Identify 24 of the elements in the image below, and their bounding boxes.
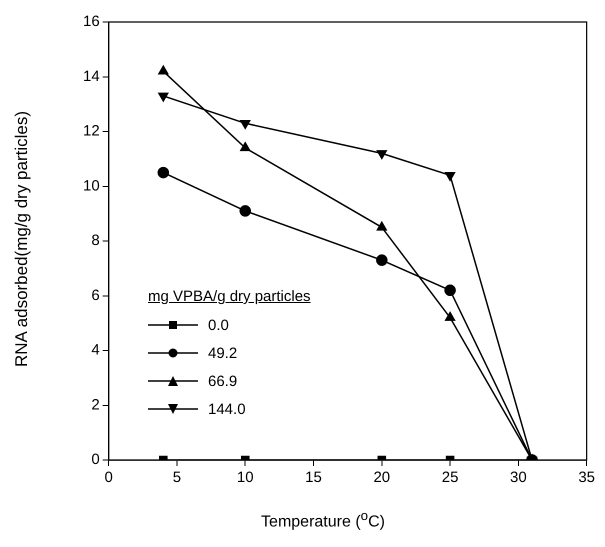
legend-title: mg VPBA/g dry particles — [148, 288, 311, 305]
x-tick-label: 25 — [442, 469, 458, 486]
x-tick-label: 0 — [104, 469, 113, 486]
y-tick-label: 16 — [82, 13, 100, 30]
y-tick-label: 8 — [91, 232, 100, 250]
legend-label: 66.9 — [208, 372, 238, 390]
x-tick-label: 5 — [172, 469, 182, 486]
y-tick-label: 0 — [91, 451, 100, 468]
legend-label: 49.2 — [208, 344, 238, 362]
y-axis-title: RNA adsorbed(mg/g dry particles) — [12, 110, 32, 368]
x-tick-label: 10 — [236, 469, 254, 486]
y-tick-label: 6 — [91, 286, 100, 304]
y-tick-label: 14 — [82, 68, 100, 85]
x-tick-label: 35 — [578, 469, 595, 486]
y-tick-label: 2 — [91, 396, 100, 414]
x-tick-label: 20 — [373, 469, 390, 486]
legend-label: 144.0 — [208, 400, 246, 418]
y-tick-label: 4 — [91, 342, 100, 359]
y-tick-label: 12 — [82, 122, 100, 140]
x-axis-title: Temperature ($^{o}$C) — [260, 508, 386, 532]
x-tick-label: 30 — [510, 469, 527, 486]
legend-label: 0.0 — [208, 316, 229, 334]
y-tick-label: 10 — [82, 177, 100, 194]
x-tick-label: 15 — [305, 469, 322, 486]
